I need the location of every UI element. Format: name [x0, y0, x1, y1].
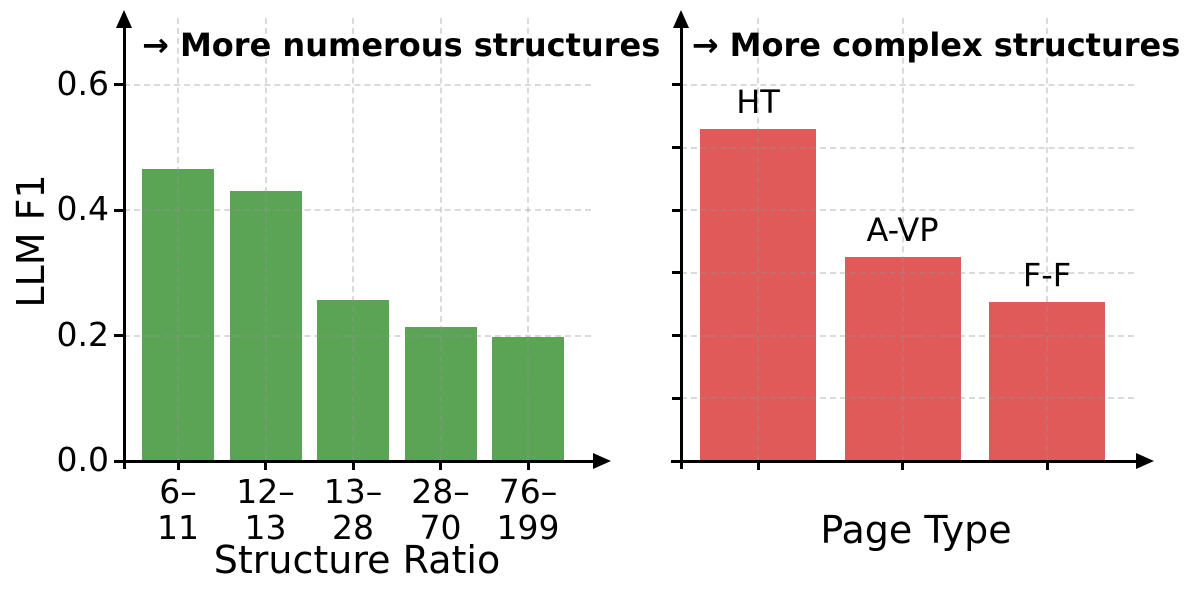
x-tick-mark	[439, 461, 442, 470]
bar-A-VP	[844, 257, 961, 461]
gridline-vertical	[527, 18, 529, 461]
bar-28–70	[404, 327, 477, 461]
y-tick-mark	[114, 83, 123, 87]
x-tick-mark	[901, 461, 904, 470]
gridline-horizontal	[681, 271, 1134, 274]
gridline-horizontal	[124, 83, 591, 86]
gridline-horizontal	[681, 397, 1134, 400]
x-tick-label: 28– 70	[411, 472, 470, 547]
x-tick-mark	[176, 461, 180, 470]
gridline-horizontal	[124, 334, 591, 337]
x-tick-label: 6– 11	[157, 472, 199, 547]
gridline-horizontal	[681, 83, 1134, 86]
left-x-axis-label: Structure Ratio	[213, 538, 501, 582]
gridline-horizontal	[681, 146, 1134, 149]
x-axis-line	[671, 459, 1138, 463]
gridline-vertical	[177, 18, 179, 461]
gridline-vertical	[439, 18, 442, 461]
gridline-horizontal	[681, 209, 1134, 212]
y-tick-mark	[672, 396, 680, 400]
x-tick-label: 76– 199	[496, 472, 560, 547]
bar-F-F	[989, 302, 1105, 461]
y-tick-label: 0.0	[56, 440, 109, 479]
bar-label-F-F: F-F	[1022, 256, 1072, 294]
x-tick-label: 13– 28	[323, 472, 383, 547]
y-tick-mark	[672, 334, 680, 338]
bar-6–11	[142, 169, 214, 461]
bar-label-HT: HT	[736, 83, 780, 121]
gridline-vertical	[352, 18, 354, 461]
y-tick-label: 0.4	[56, 189, 109, 229]
y-axis-arrow-icon	[115, 10, 132, 28]
y-tick-label: 0.2	[56, 314, 109, 354]
gridline-horizontal	[681, 334, 1134, 337]
y-tick-mark	[114, 459, 123, 463]
y-tick-mark	[672, 459, 680, 463]
x-tick-label: 12– 13	[236, 472, 295, 547]
x-tick-mark	[756, 461, 760, 470]
x-axis-arrow-icon	[593, 453, 611, 469]
bar-HT	[700, 129, 816, 461]
y-axis-line	[679, 26, 683, 469]
right-x-axis-label: Page Type	[820, 508, 1012, 552]
y-axis-arrow-icon	[672, 10, 689, 28]
bar-label-A-VP: A-VP	[866, 211, 939, 249]
y-tick-mark	[114, 208, 123, 212]
y-tick-mark	[672, 83, 680, 87]
gridline-vertical	[757, 18, 759, 461]
bar-13–28	[317, 300, 389, 461]
y-tick-mark	[672, 208, 680, 212]
x-axis-line	[114, 459, 595, 463]
x-tick-mark	[351, 461, 355, 470]
y-axis-line	[122, 26, 126, 469]
y-tick-mark	[672, 271, 680, 275]
y-tick-label: 0.6	[56, 63, 109, 103]
x-tick-mark	[526, 461, 530, 470]
gridline-horizontal	[124, 209, 591, 212]
bar-76–199	[492, 337, 564, 461]
x-axis-arrow-icon	[1136, 453, 1154, 469]
gridline-vertical	[264, 18, 267, 461]
gridline-vertical	[1046, 18, 1048, 461]
right-annotation: → More complex structures	[691, 26, 1181, 64]
bar-12–13	[229, 191, 302, 461]
x-tick-mark	[264, 461, 267, 470]
left-annotation: → More numerous structures	[142, 26, 661, 64]
y-tick-mark	[672, 146, 680, 149]
y-tick-mark	[114, 334, 123, 338]
x-tick-mark	[1045, 461, 1049, 470]
gridline-vertical	[901, 18, 904, 461]
